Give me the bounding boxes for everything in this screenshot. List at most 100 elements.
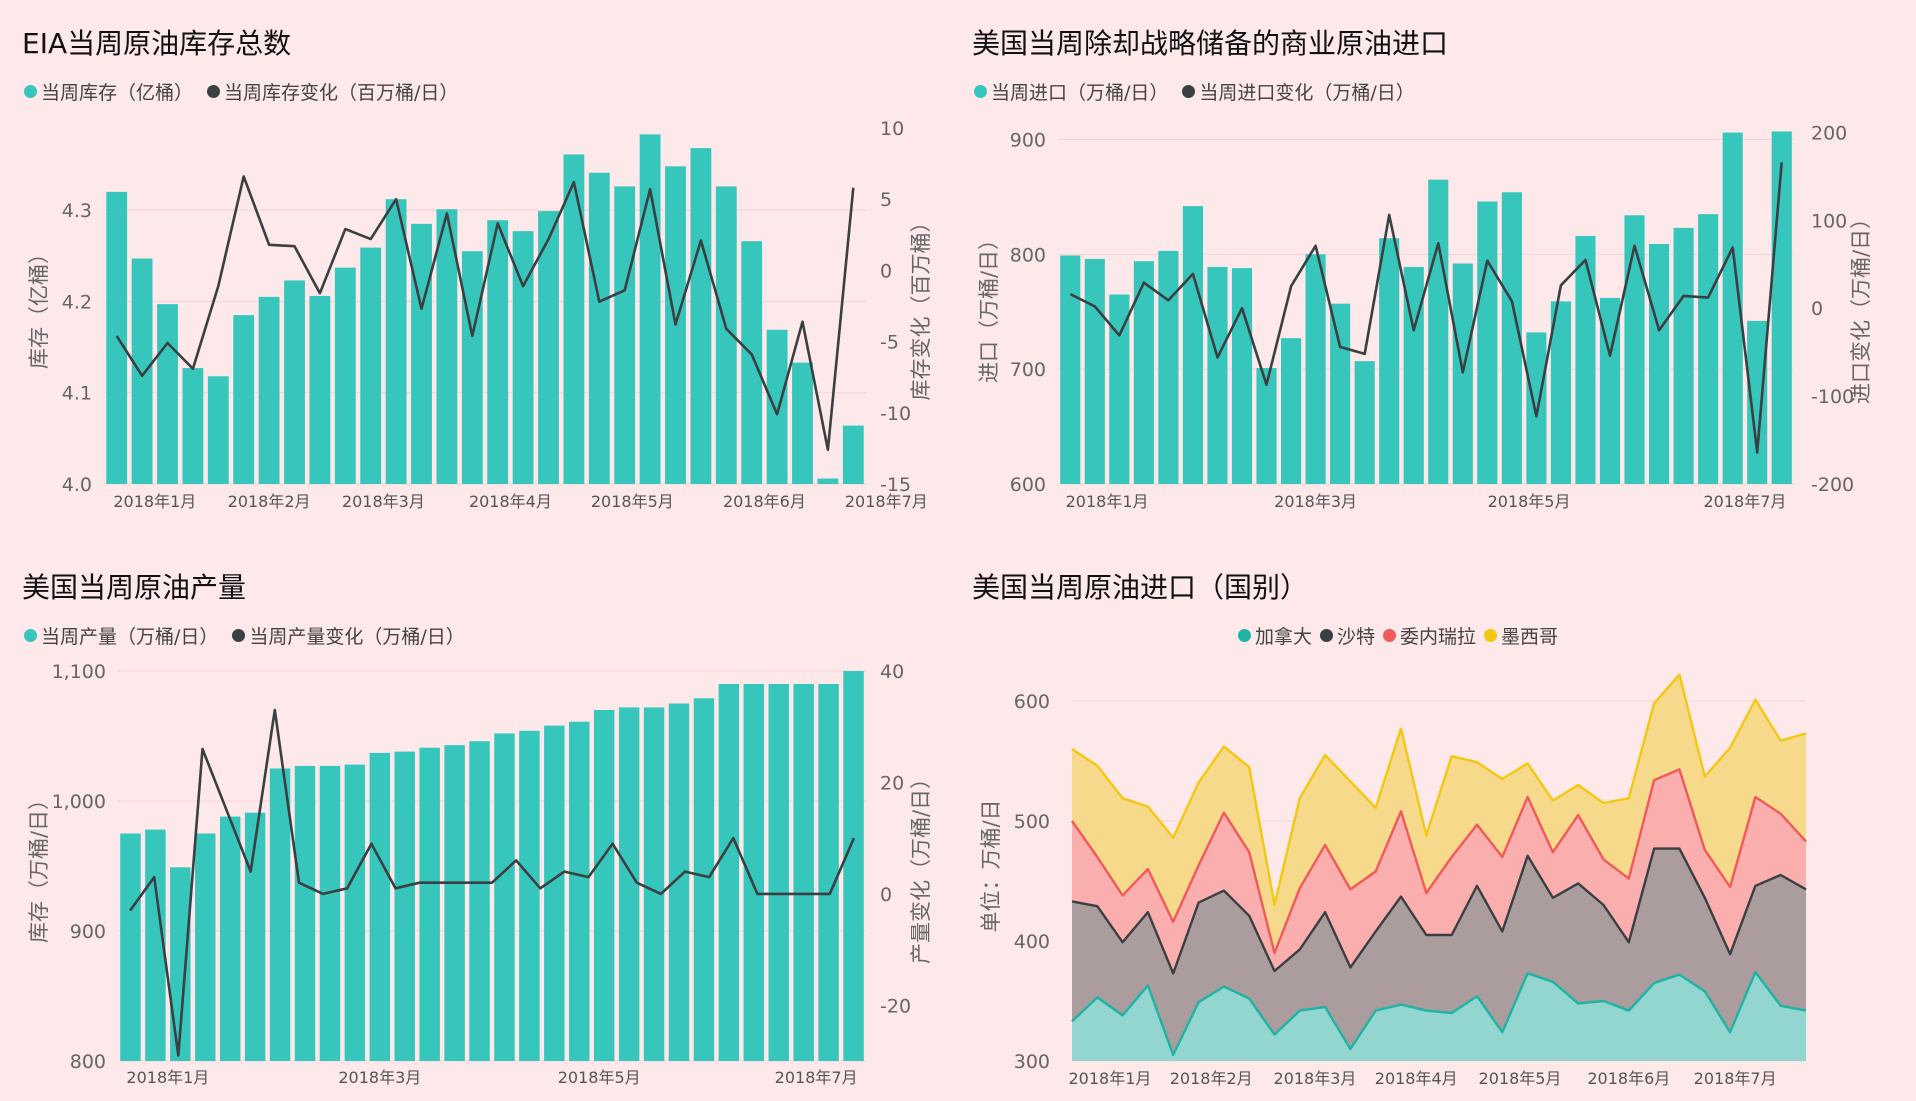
bar xyxy=(1256,368,1277,484)
bar xyxy=(593,710,615,1061)
legend-item[interactable]: 当周产量变化（万桶/日） xyxy=(232,622,465,649)
legend: 加拿大 沙特 委内瑞拉 墨西哥 xyxy=(1238,622,1566,649)
legend-item[interactable]: 加拿大 xyxy=(1238,622,1312,649)
bar xyxy=(494,733,515,1061)
y2-axis-title: 产量变化（万桶/日） xyxy=(909,768,933,964)
x-tick-label: 2018年1月 xyxy=(1069,1069,1152,1088)
bar xyxy=(1599,297,1621,484)
legend-label: 墨西哥 xyxy=(1501,626,1559,648)
bar xyxy=(1649,243,1670,484)
y-axis-title: 库存（亿桶） xyxy=(27,243,51,369)
x-tick-label: 2018年5月 xyxy=(558,1068,641,1087)
legend-dot-icon xyxy=(24,85,37,98)
y2-tick-label: -15 xyxy=(880,474,911,496)
chart-title: 美国当周除却战略储备的商业原油进口 xyxy=(972,27,1449,60)
legend-item[interactable]: 当周产量（万桶/日） xyxy=(24,622,218,649)
bar xyxy=(319,765,341,1061)
y2-tick-label: -5 xyxy=(880,332,899,354)
bar xyxy=(1379,238,1400,484)
legend-label: 当周进口变化（万桶/日） xyxy=(1199,82,1415,104)
bar xyxy=(1133,261,1154,484)
y2-tick-label: 40 xyxy=(880,661,904,683)
bar xyxy=(1231,268,1253,484)
bar xyxy=(1060,255,1081,484)
bar xyxy=(818,684,839,1061)
y2-tick-label: 0 xyxy=(880,884,892,906)
chart-title: 美国当周原油产量 xyxy=(22,571,247,604)
y-tick-label: 800 xyxy=(1010,244,1046,266)
y2-axis-title: 进口变化（万桶/日） xyxy=(1849,208,1873,404)
bar xyxy=(207,376,229,484)
chart-inventory: 4.0 4.1 4.2 4.3 -15 -10 -5 0 5 10 2018年1月 2018年2月 20… xyxy=(27,118,933,511)
legend-item[interactable]: 当周库存（亿桶） xyxy=(24,78,193,105)
bar xyxy=(1624,215,1645,485)
legend-dot-icon xyxy=(974,85,987,98)
x-tick-label: 2018年4月 xyxy=(469,492,552,511)
y2-tick-label: -20 xyxy=(880,995,911,1017)
bar xyxy=(244,812,266,1061)
bar xyxy=(1673,227,1694,485)
x-tick-label: 2018年3月 xyxy=(1274,492,1357,511)
bar xyxy=(588,172,610,484)
bar xyxy=(385,199,407,484)
legend-label: 沙特 xyxy=(1337,626,1376,648)
legend-dot-icon xyxy=(207,85,221,98)
y-tick-label: 600 xyxy=(1014,691,1050,713)
bar xyxy=(544,725,565,1061)
y2-axis-title: 库存变化（百万桶） xyxy=(909,212,933,401)
x-tick-label: 2018年3月 xyxy=(342,492,425,511)
bar xyxy=(618,707,640,1061)
bar xyxy=(1428,179,1449,484)
bar xyxy=(411,223,432,484)
bar xyxy=(843,671,864,1061)
bar xyxy=(766,329,788,484)
y2-tick-label: 200 xyxy=(1811,122,1847,144)
legend: 当周产量（万桶/日） 当周产量变化（万桶/日） xyxy=(24,622,479,649)
series-line-4 xyxy=(1071,673,1807,907)
legend-item[interactable]: 当周进口（万桶/日） xyxy=(974,78,1168,105)
legend-label: 当周进口（万桶/日） xyxy=(991,82,1169,104)
legend-item[interactable]: 委内瑞拉 xyxy=(1383,622,1476,649)
bar xyxy=(741,241,763,484)
bar xyxy=(269,768,291,1061)
legend-label: 当周库存变化（百万桶/日） xyxy=(224,82,459,104)
legend-dot-icon xyxy=(1320,629,1334,642)
legend-item[interactable]: 当周进口变化（万桶/日） xyxy=(1182,78,1415,105)
bar xyxy=(643,707,665,1061)
chart-title: 美国当周原油进口（国别） xyxy=(972,571,1309,604)
series-line-1 xyxy=(1071,971,1807,1057)
bar xyxy=(1526,332,1547,484)
x-tick-label: 2018年7月 xyxy=(845,492,928,511)
legend-label: 当周库存（亿桶） xyxy=(41,82,194,104)
change-line xyxy=(115,175,855,452)
bar xyxy=(519,730,540,1061)
chart-production: 800 900 1,000 1,100 -20 0 20 40 2018年1月 2018年3月 20… xyxy=(27,661,933,1087)
y2-tick-label: -10 xyxy=(880,403,911,425)
bar xyxy=(512,231,534,484)
bar xyxy=(469,741,490,1061)
bar xyxy=(1330,303,1351,484)
legend-label: 加拿大 xyxy=(1255,626,1313,648)
bar xyxy=(1477,201,1498,485)
x-tick-label: 2018年1月 xyxy=(113,492,196,511)
legend-dot-icon xyxy=(1182,85,1196,98)
bar xyxy=(563,154,585,484)
bar xyxy=(1182,206,1203,484)
bar xyxy=(1747,320,1768,484)
bar xyxy=(120,833,141,1061)
x-tick-label: 2018年5月 xyxy=(1488,492,1571,511)
change-line xyxy=(129,708,856,1057)
legend: 当周库存（亿桶） 当周库存变化（百万桶/日） xyxy=(24,78,472,105)
y-tick-label: 900 xyxy=(70,921,106,943)
legend-item[interactable]: 墨西哥 xyxy=(1484,622,1558,649)
legend-label: 当周产量（万桶/日） xyxy=(41,626,219,648)
legend-item[interactable]: 沙特 xyxy=(1320,622,1375,649)
x-tick-label: 2018年5月 xyxy=(591,492,674,511)
y-tick-label: 1,000 xyxy=(52,791,106,813)
y-tick-label: 4.0 xyxy=(62,474,92,496)
legend-dot-icon xyxy=(1383,629,1397,642)
y2-tick-label: 0 xyxy=(1811,298,1823,320)
bar xyxy=(693,698,715,1061)
y-tick-label: 1,100 xyxy=(52,661,106,683)
legend-item[interactable]: 当周库存变化（百万桶/日） xyxy=(207,78,458,105)
